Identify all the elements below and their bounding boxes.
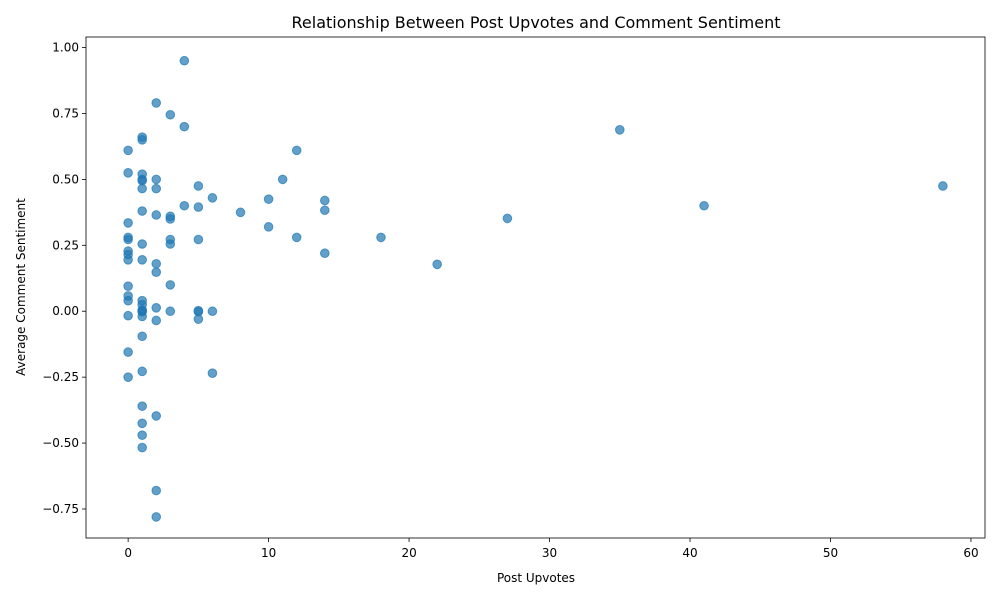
x-tick-label: 30 [542, 546, 557, 560]
data-point [193, 202, 204, 212]
axes-frame [85, 36, 986, 539]
data-point [319, 205, 330, 216]
y-tick-label: −0.75 [42, 502, 79, 516]
y-tick-label: −0.50 [42, 436, 79, 450]
data-point [123, 145, 133, 156]
data-point [137, 401, 147, 411]
x-tick-label: 40 [682, 546, 697, 560]
data-point [123, 255, 133, 265]
data-point [614, 125, 625, 135]
data-point [151, 210, 162, 220]
data-point [319, 248, 330, 259]
data-point [137, 255, 147, 265]
data-point [151, 183, 162, 194]
data-point [151, 98, 162, 108]
x-tick-label: 10 [261, 546, 276, 560]
data-point [123, 295, 133, 306]
x-tick-label: 60 [963, 546, 978, 560]
data-point [137, 311, 147, 322]
data-point [319, 195, 330, 206]
data-point [193, 234, 204, 245]
data-point [137, 183, 147, 194]
x-axis: 0 10 20 30 40 50 60 [124, 538, 979, 560]
data-point [123, 234, 133, 245]
data-point [151, 174, 162, 185]
data-point [277, 174, 288, 185]
data-point [165, 306, 176, 317]
data-point [137, 206, 147, 216]
data-point [151, 315, 162, 326]
y-axis-label: Average Comment Sentiment [14, 198, 28, 376]
x-axis-label: Post Upvotes [497, 571, 575, 585]
data-point [123, 167, 133, 178]
data-point [235, 207, 246, 218]
data-point [151, 411, 162, 421]
data-point [151, 267, 162, 278]
data-point [137, 418, 147, 429]
data-point [291, 232, 302, 243]
y-tick-label: 0.25 [52, 238, 79, 252]
data-point [699, 200, 709, 211]
data-point [207, 193, 218, 203]
data-point [291, 145, 302, 156]
x-tick-label: 0 [124, 546, 132, 560]
data-point [165, 109, 176, 120]
data-point [207, 368, 218, 378]
data-point [193, 314, 204, 324]
data-point [137, 135, 147, 145]
chart-title: Relationship Between Post Upvotes and Co… [292, 13, 781, 32]
data-point [137, 331, 147, 342]
y-axis: −0.75 −0.50 −0.25 0.00 0.25 0.50 0.75 1.00 [42, 41, 86, 516]
data-point [151, 258, 162, 269]
x-tick-label: 50 [823, 546, 838, 560]
data-point [123, 372, 133, 382]
data-point [193, 181, 204, 191]
data-point [137, 239, 147, 249]
data-point [137, 366, 147, 377]
data-point [123, 310, 133, 321]
data-point [207, 306, 218, 317]
data-point [123, 218, 133, 228]
x-tick-label: 20 [401, 546, 416, 560]
data-point [376, 232, 386, 243]
data-point [165, 280, 176, 290]
y-tick-label: 0.00 [52, 304, 79, 318]
data-point [502, 213, 513, 224]
y-tick-label: −0.25 [42, 370, 79, 384]
data-point [165, 239, 176, 249]
data-point [151, 485, 162, 496]
data-point [938, 181, 948, 191]
data-point [137, 442, 147, 453]
data-point [151, 303, 162, 313]
data-point [179, 121, 190, 132]
data-point [123, 281, 133, 291]
data-point [179, 55, 190, 66]
y-tick-label: 0.75 [52, 106, 79, 120]
data-point [123, 347, 133, 357]
data-point [151, 512, 162, 522]
plot-area [123, 55, 948, 522]
data-point [263, 222, 274, 232]
data-point [179, 200, 190, 211]
data-point [137, 175, 147, 186]
data-point [432, 259, 442, 270]
y-tick-label: 1.00 [52, 41, 79, 55]
data-point [137, 430, 147, 440]
data-point [165, 214, 176, 224]
y-tick-label: 0.50 [52, 172, 79, 186]
data-point [263, 194, 274, 204]
